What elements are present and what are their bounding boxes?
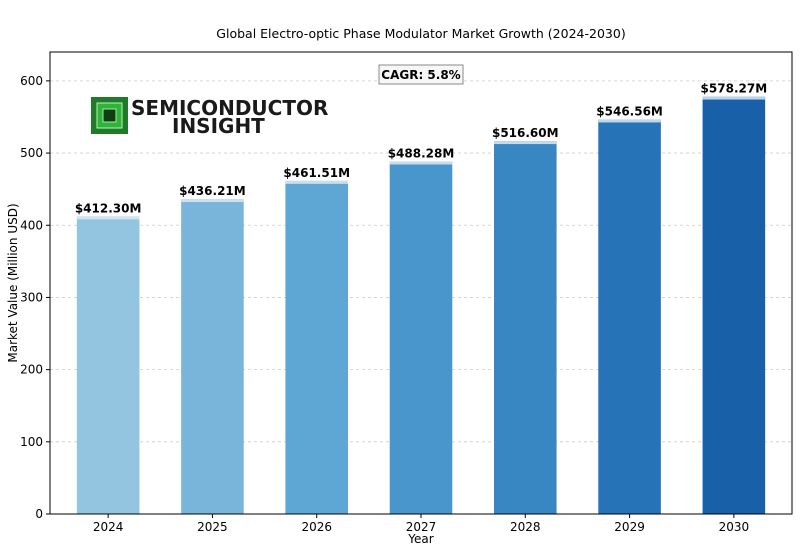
x-tick-label: 2026 <box>301 520 332 534</box>
x-tick-label: 2027 <box>406 520 437 534</box>
y-tick-label: 100 <box>20 435 43 449</box>
y-tick-label: 200 <box>20 363 43 377</box>
bar-2030 <box>702 96 766 514</box>
bar-2028 <box>494 141 557 514</box>
bar-highlight <box>598 119 661 123</box>
x-tick-label: 2029 <box>614 520 645 534</box>
cagr-label: CAGR: 5.8% <box>381 68 460 82</box>
bars <box>76 96 766 515</box>
bar-highlight <box>285 180 348 184</box>
bar-value-label: $488.28M <box>388 147 455 161</box>
chart-title: Global Electro-optic Phase Modulator Mar… <box>216 26 625 41</box>
bar-value-label: $516.60M <box>492 126 559 140</box>
y-tick-label: 600 <box>20 74 43 88</box>
y-tick-label: 500 <box>20 146 43 160</box>
y-tick-label: 300 <box>20 290 43 304</box>
bar-value-label: $578.27M <box>701 82 768 96</box>
y-tick-label: 400 <box>20 218 43 232</box>
x-axis-title: Year <box>407 532 433 546</box>
logo-line2: INSIGHT <box>172 114 265 138</box>
bar-2026 <box>285 180 348 514</box>
bar-value-label: $546.56M <box>596 104 663 118</box>
logo-line1: SEMICONDUCTOR <box>131 96 328 120</box>
cagr-box <box>378 64 464 85</box>
y-axis-title: Market Value (Million USD) <box>6 203 20 362</box>
y-tick-label: 0 <box>35 507 43 521</box>
semiconductor-insight-logo: SEMICONDUCTOR INSIGHT <box>91 96 328 138</box>
bar-value-label: $436.21M <box>179 184 246 198</box>
x-tick-label: 2024 <box>93 520 124 534</box>
x-tick-label: 2025 <box>197 520 228 534</box>
bar-highlight <box>702 96 766 100</box>
cagr-annotation: CAGR: 5.8% <box>378 64 464 85</box>
bar-2025 <box>181 199 244 514</box>
x-axis: 2024 2025 2026 2027 2028 2029 2030 <box>93 514 749 534</box>
bar-highlight <box>389 161 453 165</box>
x-tick-label: 2030 <box>719 520 750 534</box>
bar-2024 <box>76 216 140 514</box>
data-labels: $412.30M $436.21M $461.51M $488.28M $516.60M… <box>75 82 767 216</box>
bar-2027 <box>389 161 453 514</box>
bar-highlight <box>494 141 557 145</box>
bar-value-label: $461.51M <box>283 166 350 180</box>
bar-2029 <box>598 119 661 515</box>
gridlines <box>50 80 792 443</box>
bar-highlight <box>76 216 140 220</box>
y-axis: 0 100 200 300 400 500 600 <box>20 74 50 521</box>
x-tick-label: 2028 <box>510 520 541 534</box>
bar-value-label: $412.30M <box>75 201 142 215</box>
bar-highlight <box>181 199 244 203</box>
